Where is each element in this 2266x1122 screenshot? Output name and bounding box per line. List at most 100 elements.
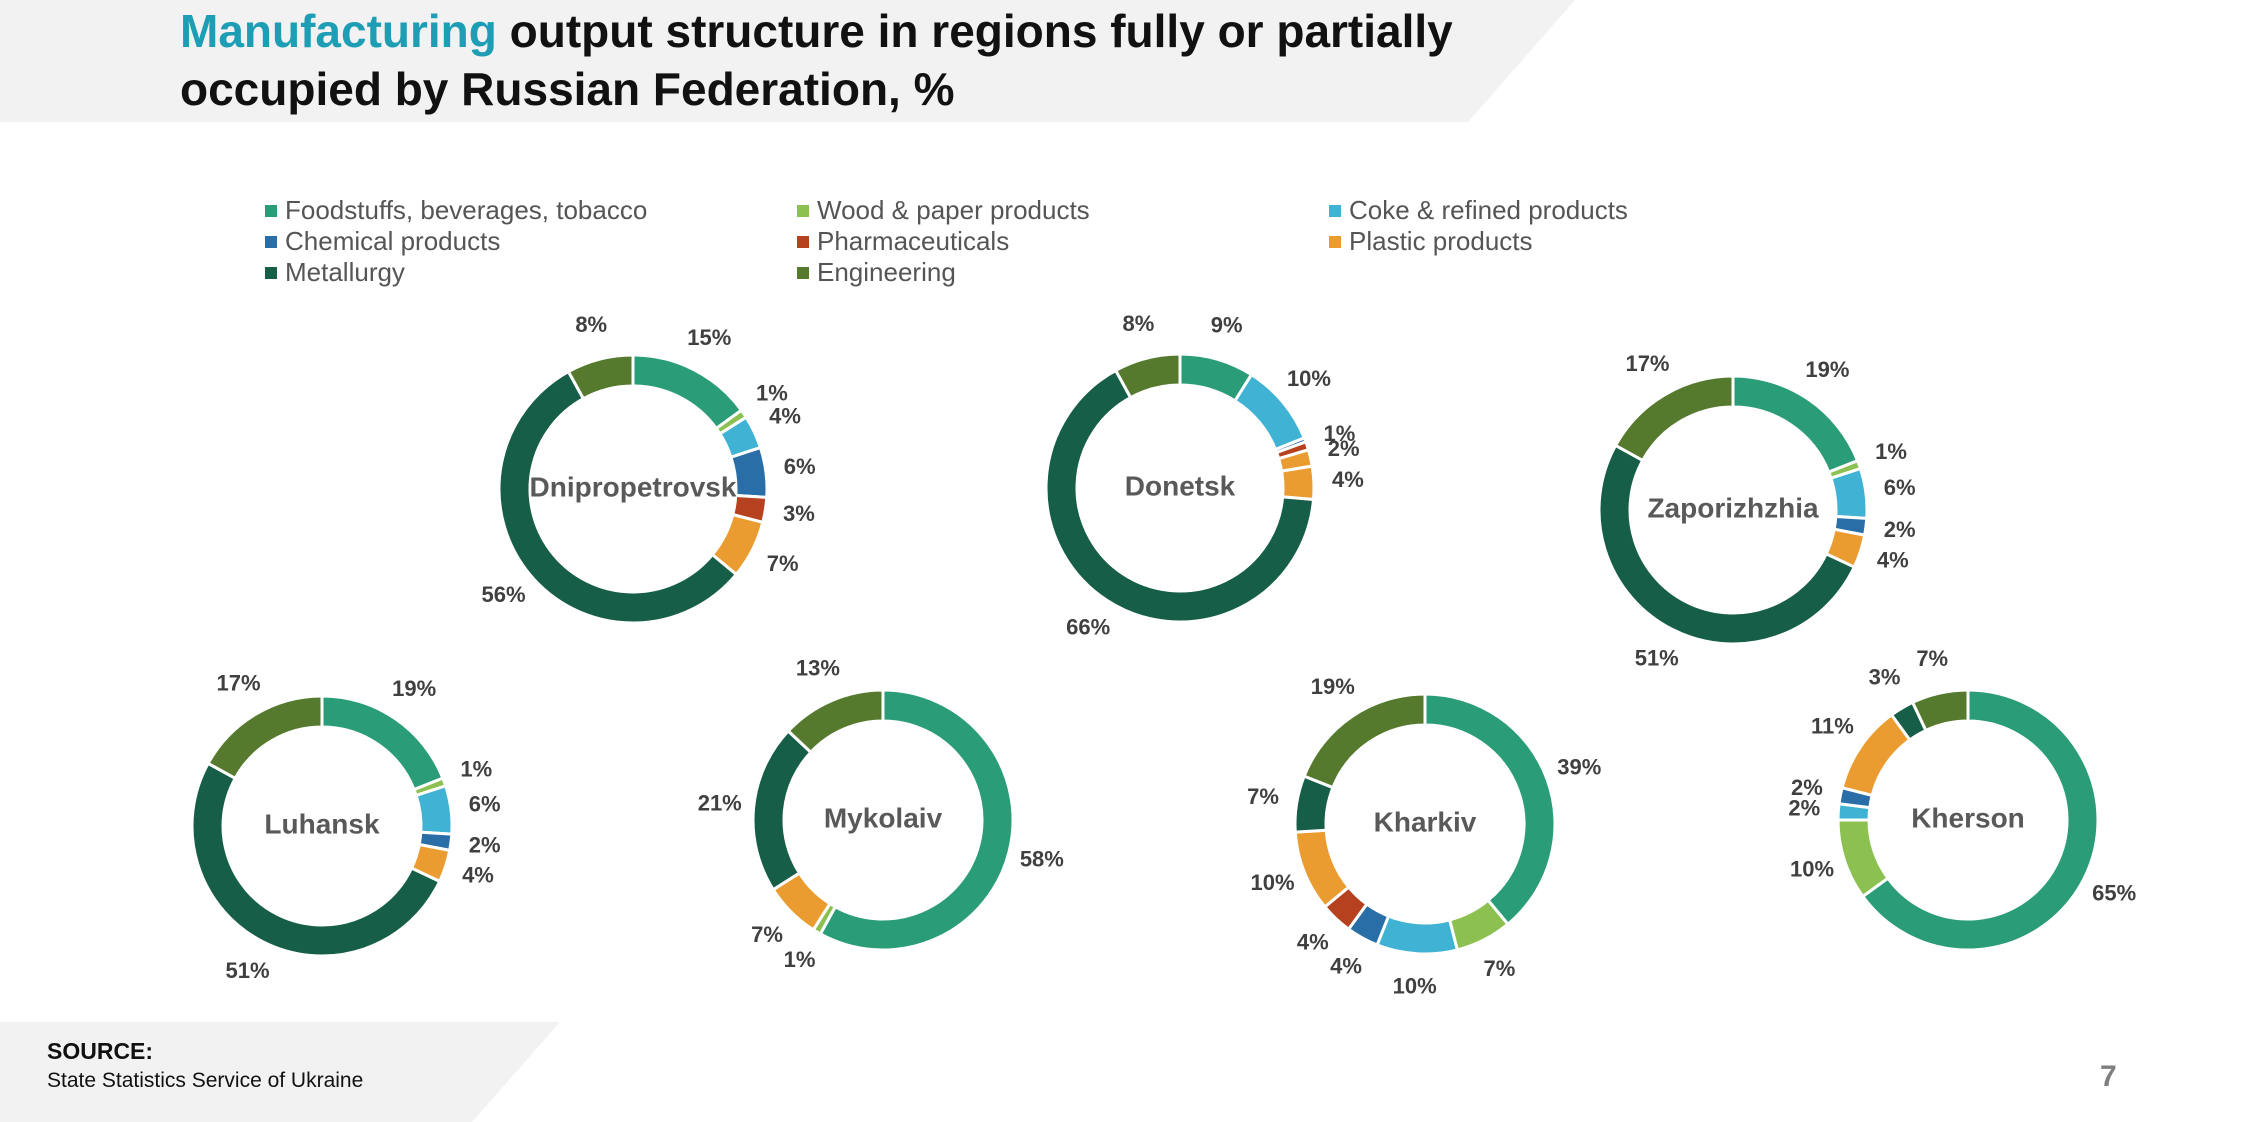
donut-dnipropetrovsk: 15% 1%4% 6% 3% 7% 56% 8% Dnipropetrovsk <box>482 312 816 625</box>
slice-label: 1% <box>756 380 788 405</box>
slice-label: 10% <box>1790 856 1834 881</box>
slice-label: 1% <box>1875 439 1907 464</box>
slice-label: 4% <box>462 862 494 887</box>
slice-label: 2% <box>1791 775 1823 800</box>
slice-label: 51% <box>1635 646 1679 671</box>
slice-label: 6% <box>784 454 816 479</box>
slice-engineering <box>786 688 885 755</box>
legend-item-pharma: Pharmaceuticals <box>797 227 1329 256</box>
donut-luhansk: 19% 1% 6% 2% 4% 51% 17% Luhansk <box>190 671 501 983</box>
slice-label: 1% <box>784 947 816 972</box>
slice-engineering <box>206 694 324 781</box>
slice-label: 11% <box>1811 714 1854 739</box>
header-band <box>0 0 1575 122</box>
legend-item-coke: Coke & refined products <box>1329 196 1685 225</box>
slice-label: 4% <box>769 403 801 428</box>
slice-metallurgy <box>751 728 813 892</box>
slice-plastic <box>1279 464 1316 502</box>
region-label: Donetsk <box>1125 470 1236 501</box>
slice-label: 4% <box>1330 954 1362 979</box>
region-label: Kharkiv <box>1374 806 1477 837</box>
legend-label: Pharmaceuticals <box>817 226 1010 256</box>
legend-item-wood: Wood & paper products <box>797 196 1329 225</box>
slice-coke <box>1829 466 1869 521</box>
donut-zaporizhzhia: 19% 1% 6% 2% 4% 51% 17% Zaporizhzhia <box>1597 351 1916 671</box>
slice-label: 4% <box>1877 548 1909 573</box>
legend-swatch <box>797 235 809 248</box>
legend-swatch <box>1329 235 1341 248</box>
legend-swatch <box>797 204 809 217</box>
slice-coke <box>414 783 454 836</box>
slice-label: 1% <box>1324 421 1356 446</box>
slice-label: 10% <box>1250 870 1294 895</box>
slice-foodstuffs <box>320 694 445 792</box>
slice-coke <box>1375 914 1460 956</box>
slice-label: 7% <box>767 551 799 576</box>
slice-label: 39% <box>1557 754 1601 779</box>
donut-kherson: 65% 10% 2%2% 11% 3% 7% Kherson <box>1788 646 2136 952</box>
slice-label: 2% <box>469 832 501 857</box>
slice-label: 1% <box>460 756 492 781</box>
slice-metallurgy <box>497 369 739 625</box>
slice-wood <box>1836 818 1891 899</box>
page-title-line2: occupied by Russian Federation, % <box>180 63 955 115</box>
slice-label: 66% <box>1066 614 1110 639</box>
page-title: Manufacturing output structure in region… <box>180 2 1530 118</box>
legend-item-foodstuffs: Foodstuffs, beverages, tobacco <box>265 196 797 225</box>
slice-label: 3% <box>783 501 815 526</box>
slice-label: 8% <box>575 312 607 337</box>
legend-item-chemical: Chemical products <box>265 227 797 256</box>
slice-engineering <box>1113 352 1182 400</box>
source-text: State Statistics Service of Ukraine <box>47 1069 364 1092</box>
slice-label: 56% <box>482 582 526 607</box>
legend-swatch <box>265 204 277 217</box>
legend-label: Metallurgy <box>285 257 405 287</box>
legend-swatch <box>1329 204 1341 217</box>
slice-label: 7% <box>1247 784 1279 809</box>
region-label: Dnipropetrovsk <box>530 471 737 502</box>
region-label: Luhansk <box>264 808 380 839</box>
slice-label: 19% <box>392 676 436 701</box>
slice-label: 10% <box>1287 366 1331 391</box>
slice-plastic <box>1293 828 1351 909</box>
legend-label: Coke & refined products <box>1349 195 1628 225</box>
slice-foodstuffs <box>818 688 1015 952</box>
slice-engineering <box>1910 688 1970 733</box>
slice-foodstuffs <box>1731 374 1860 475</box>
region-label: Zaporizhzhia <box>1647 492 1819 523</box>
slice-engineering <box>1613 374 1735 463</box>
slice-label: 7% <box>751 922 783 947</box>
legend-label: Foodstuffs, beverages, tobacco <box>285 195 648 225</box>
slice-label: 17% <box>1625 351 1669 376</box>
legend-swatch <box>265 235 277 248</box>
page-title-line1: output structure in regions fully or par… <box>496 5 1453 57</box>
slice-metallurgy <box>190 761 442 958</box>
region-label: Mykolaiv <box>824 802 943 833</box>
slice-foodstuffs <box>631 353 744 431</box>
legend-swatch <box>265 266 277 279</box>
slice-label: 2% <box>1788 796 1820 821</box>
legend: Foodstuffs, beverages, tobacco Wood & pap… <box>265 196 1685 287</box>
page-number: 7 <box>2100 1060 2117 1093</box>
slice-label: 6% <box>1884 475 1916 500</box>
donut-kharkiv: 39% 7% 10% 4%4% 10% 7% 19% Kharkiv <box>1247 674 1601 998</box>
slice-label: 9% <box>1211 312 1243 337</box>
slice-label: 7% <box>1484 956 1516 981</box>
page-title-accent: Manufacturing <box>180 5 497 57</box>
source-label: SOURCE: <box>47 1038 154 1064</box>
slice-label: 4% <box>1332 467 1364 492</box>
donut-mykolaiv: 58% 1%7% 21% 13% Mykolaiv <box>698 655 1064 972</box>
slice-engineering <box>1302 692 1427 790</box>
slice-label: 2% <box>1884 517 1916 542</box>
slice-label: 51% <box>226 958 270 983</box>
legend-label: Wood & paper products <box>817 195 1090 225</box>
slice-label: 13% <box>796 655 840 680</box>
slice-label: 17% <box>216 671 260 696</box>
slice-label: 10% <box>1393 973 1437 998</box>
donut-charts: 15%1%4%6%3%7%56%8%Dnipropetrovsk9%10%1%2… <box>190 311 2136 998</box>
legend-label: Chemical products <box>285 226 501 256</box>
donut-donetsk: 9% 10% 1%2% 4% 66% 8% Donetsk <box>1044 311 1364 639</box>
slice-label: 19% <box>1311 674 1355 699</box>
footer-band <box>0 1022 560 1122</box>
slice-label: 19% <box>1805 357 1849 382</box>
